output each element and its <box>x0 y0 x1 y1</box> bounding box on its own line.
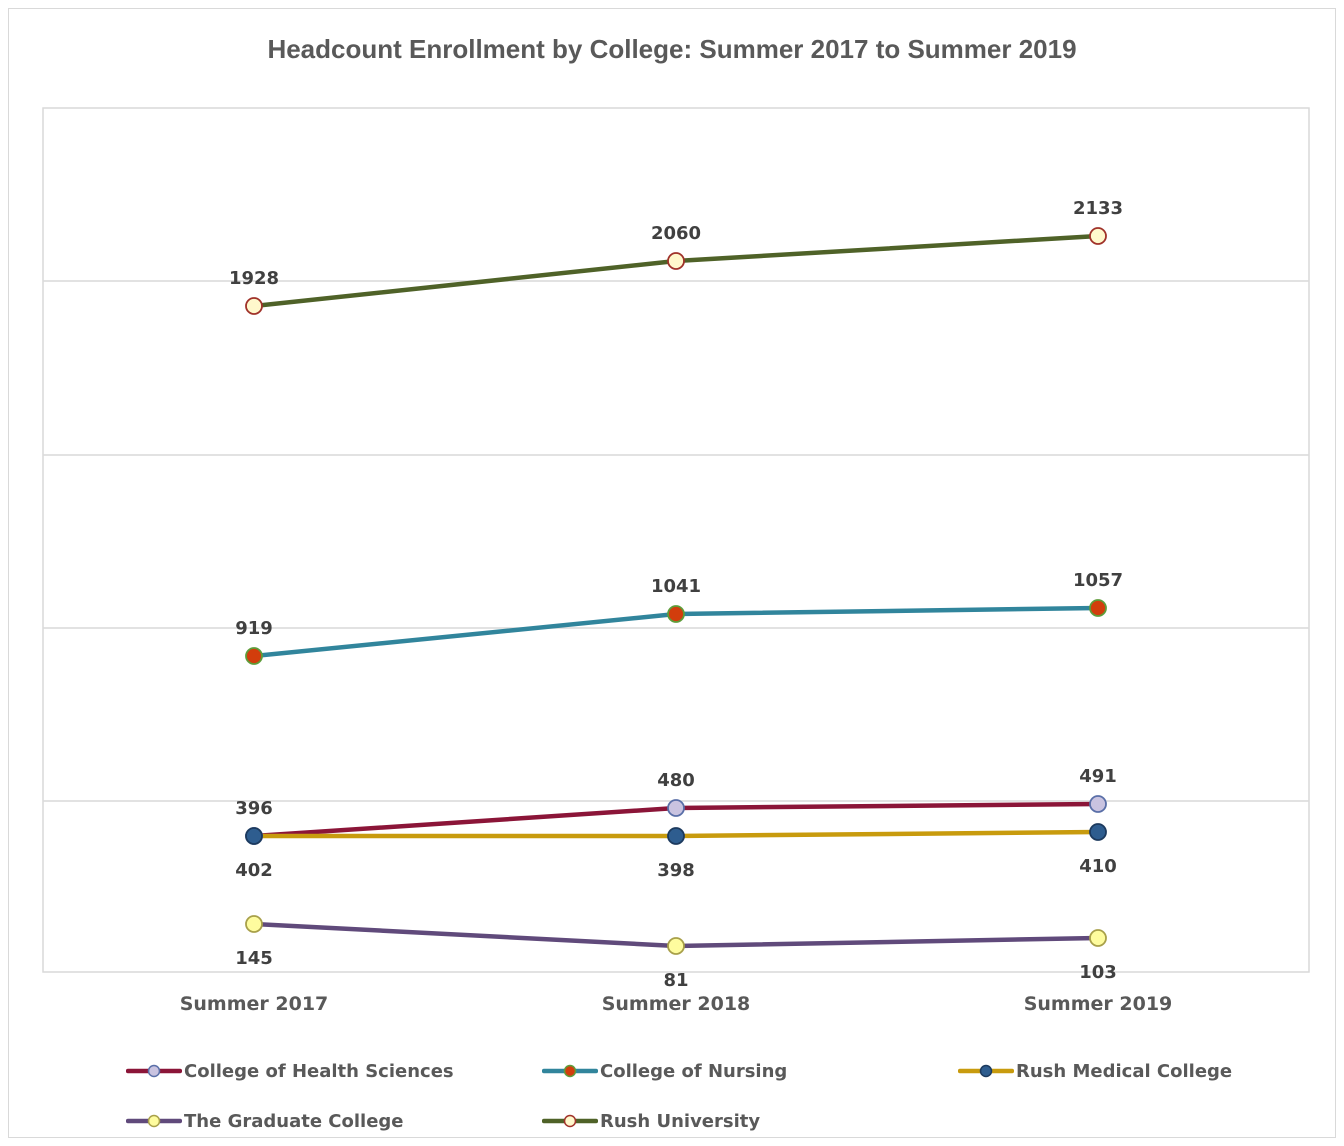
legend-label: Rush University <box>600 1110 761 1132</box>
data-label: 398 <box>657 860 695 881</box>
legend-label: The Graduate College <box>184 1110 404 1132</box>
legend-label: Rush Medical College <box>1016 1060 1233 1082</box>
data-label: 2060 <box>651 223 701 244</box>
legend-swatch <box>126 1114 182 1128</box>
legend-item: The Graduate College <box>126 1108 404 1134</box>
chart-title: Headcount Enrollment by College: Summer … <box>267 34 1077 64</box>
legend-swatch <box>958 1064 1014 1078</box>
plot-area-border <box>42 107 1310 973</box>
data-point <box>1089 823 1107 841</box>
data-point <box>245 297 263 315</box>
data-label: 81 <box>663 970 688 991</box>
legend-item: College of Nursing <box>542 1058 787 1084</box>
data-label: 2133 <box>1073 198 1123 219</box>
data-point <box>1089 227 1107 245</box>
data-label: 1928 <box>229 268 279 289</box>
data-point <box>667 799 685 817</box>
data-point <box>1089 929 1107 947</box>
legend-swatch <box>542 1114 598 1128</box>
data-label: 145 <box>235 948 273 969</box>
x-tick-label: Summer 2019 <box>1024 993 1173 1015</box>
legend-label: College of Health Sciences <box>184 1060 454 1082</box>
data-label: 491 <box>1079 766 1117 787</box>
data-point <box>1089 795 1107 813</box>
legend-label: College of Nursing <box>600 1060 788 1082</box>
data-label: 402 <box>235 860 273 881</box>
data-label: 396 <box>235 798 273 819</box>
chart-frame <box>8 8 1336 1138</box>
x-tick-label: Summer 2018 <box>602 993 751 1015</box>
data-point <box>1089 599 1107 617</box>
data-point <box>245 827 263 845</box>
data-label: 103 <box>1079 962 1117 983</box>
legend-item: College of Health Sciences <box>126 1058 454 1084</box>
data-point <box>667 605 685 623</box>
data-label: 410 <box>1079 856 1117 877</box>
data-point <box>245 647 263 665</box>
legend-swatch <box>542 1064 598 1078</box>
legend-item: Rush Medical College <box>958 1058 1232 1084</box>
legend-item: Rush University <box>542 1108 760 1134</box>
data-label: 919 <box>235 618 273 639</box>
data-point <box>245 915 263 933</box>
x-tick-label: Summer 2017 <box>180 993 329 1015</box>
legend-swatch <box>126 1064 182 1078</box>
data-label: 480 <box>657 770 695 791</box>
data-label: 1057 <box>1073 570 1123 591</box>
data-label: 1041 <box>651 576 701 597</box>
series-line <box>251 233 1101 309</box>
data-point <box>667 937 685 955</box>
data-point <box>667 252 685 270</box>
data-point <box>667 827 685 845</box>
